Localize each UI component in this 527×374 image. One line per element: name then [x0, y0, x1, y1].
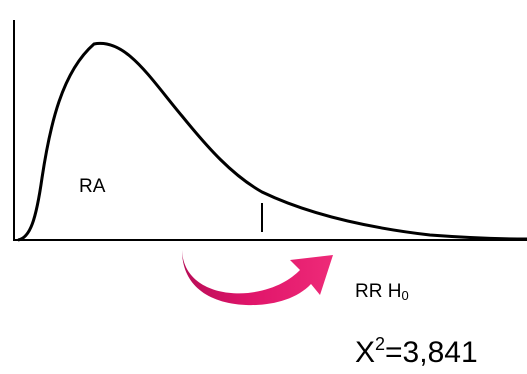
- rejection-region-text: RR H: [355, 281, 402, 302]
- rejection-arrow-icon: [182, 250, 333, 306]
- critical-value-label: X2=3,841: [355, 335, 478, 369]
- density-curve: [17, 41, 527, 242]
- rejection-region-subscript: 0: [401, 288, 409, 303]
- critical-value-text: =3,841: [385, 336, 478, 369]
- acceptance-region-label: RA: [79, 177, 105, 196]
- statistic-superscript: 2: [375, 334, 386, 354]
- statistic-symbol: X: [355, 336, 376, 369]
- rejection-region-label: RR H0: [355, 282, 409, 302]
- acceptance-region-text: RA: [79, 176, 106, 197]
